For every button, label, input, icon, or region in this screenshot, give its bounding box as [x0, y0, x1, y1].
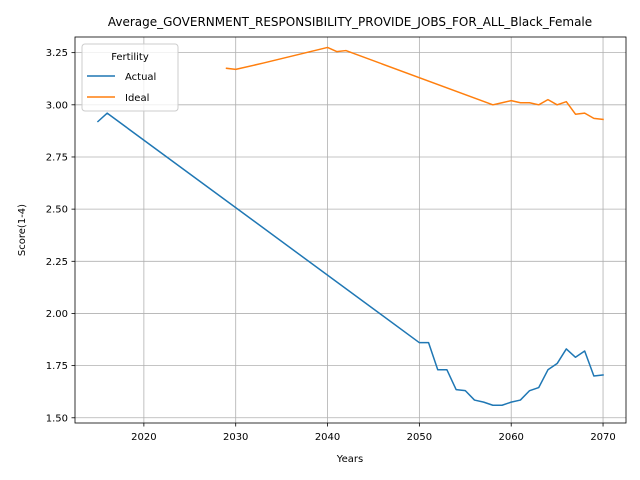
- axis-ticks: 2020 2030 2040 2050 2060 2070 1.50 1.75 2.00 2.25…: [46, 48, 616, 443]
- legend-label-actual: Actual: [125, 72, 156, 83]
- x-tick-label: 2030: [223, 432, 248, 443]
- series-line-ideal: [225, 46, 604, 121]
- plot-area: [74, 36, 627, 424]
- legend-title: Fertility: [111, 52, 149, 63]
- y-tick-label: 1.50: [46, 413, 68, 424]
- series-line-actual: [96, 112, 604, 407]
- chart-title: Average_GOVERNMENT_RESPONSIBILITY_PROVID…: [108, 15, 592, 29]
- y-tick-label: 2.00: [46, 309, 68, 320]
- y-tick-label: 1.75: [46, 361, 68, 372]
- y-tick-label: 3.25: [46, 48, 68, 59]
- series-lines: [96, 46, 604, 407]
- y-tick-label: 2.75: [46, 152, 68, 163]
- x-tick-label: 2070: [590, 432, 615, 443]
- y-axis-label: Score(1-4): [17, 204, 28, 256]
- x-tick-label: 2060: [498, 432, 523, 443]
- legend-label-ideal: Ideal: [125, 93, 149, 104]
- y-tick-label: 3.00: [46, 100, 68, 111]
- legend-box: [81, 43, 179, 112]
- legend: Fertility Actual Ideal: [81, 43, 179, 112]
- x-tick-label: 2050: [407, 432, 432, 443]
- x-tick-label: 2020: [131, 432, 156, 443]
- x-tick-label: 2040: [315, 432, 340, 443]
- y-tick-label: 2.25: [46, 257, 68, 268]
- y-tick-label: 2.50: [46, 205, 68, 216]
- x-axis-label: Years: [336, 454, 363, 465]
